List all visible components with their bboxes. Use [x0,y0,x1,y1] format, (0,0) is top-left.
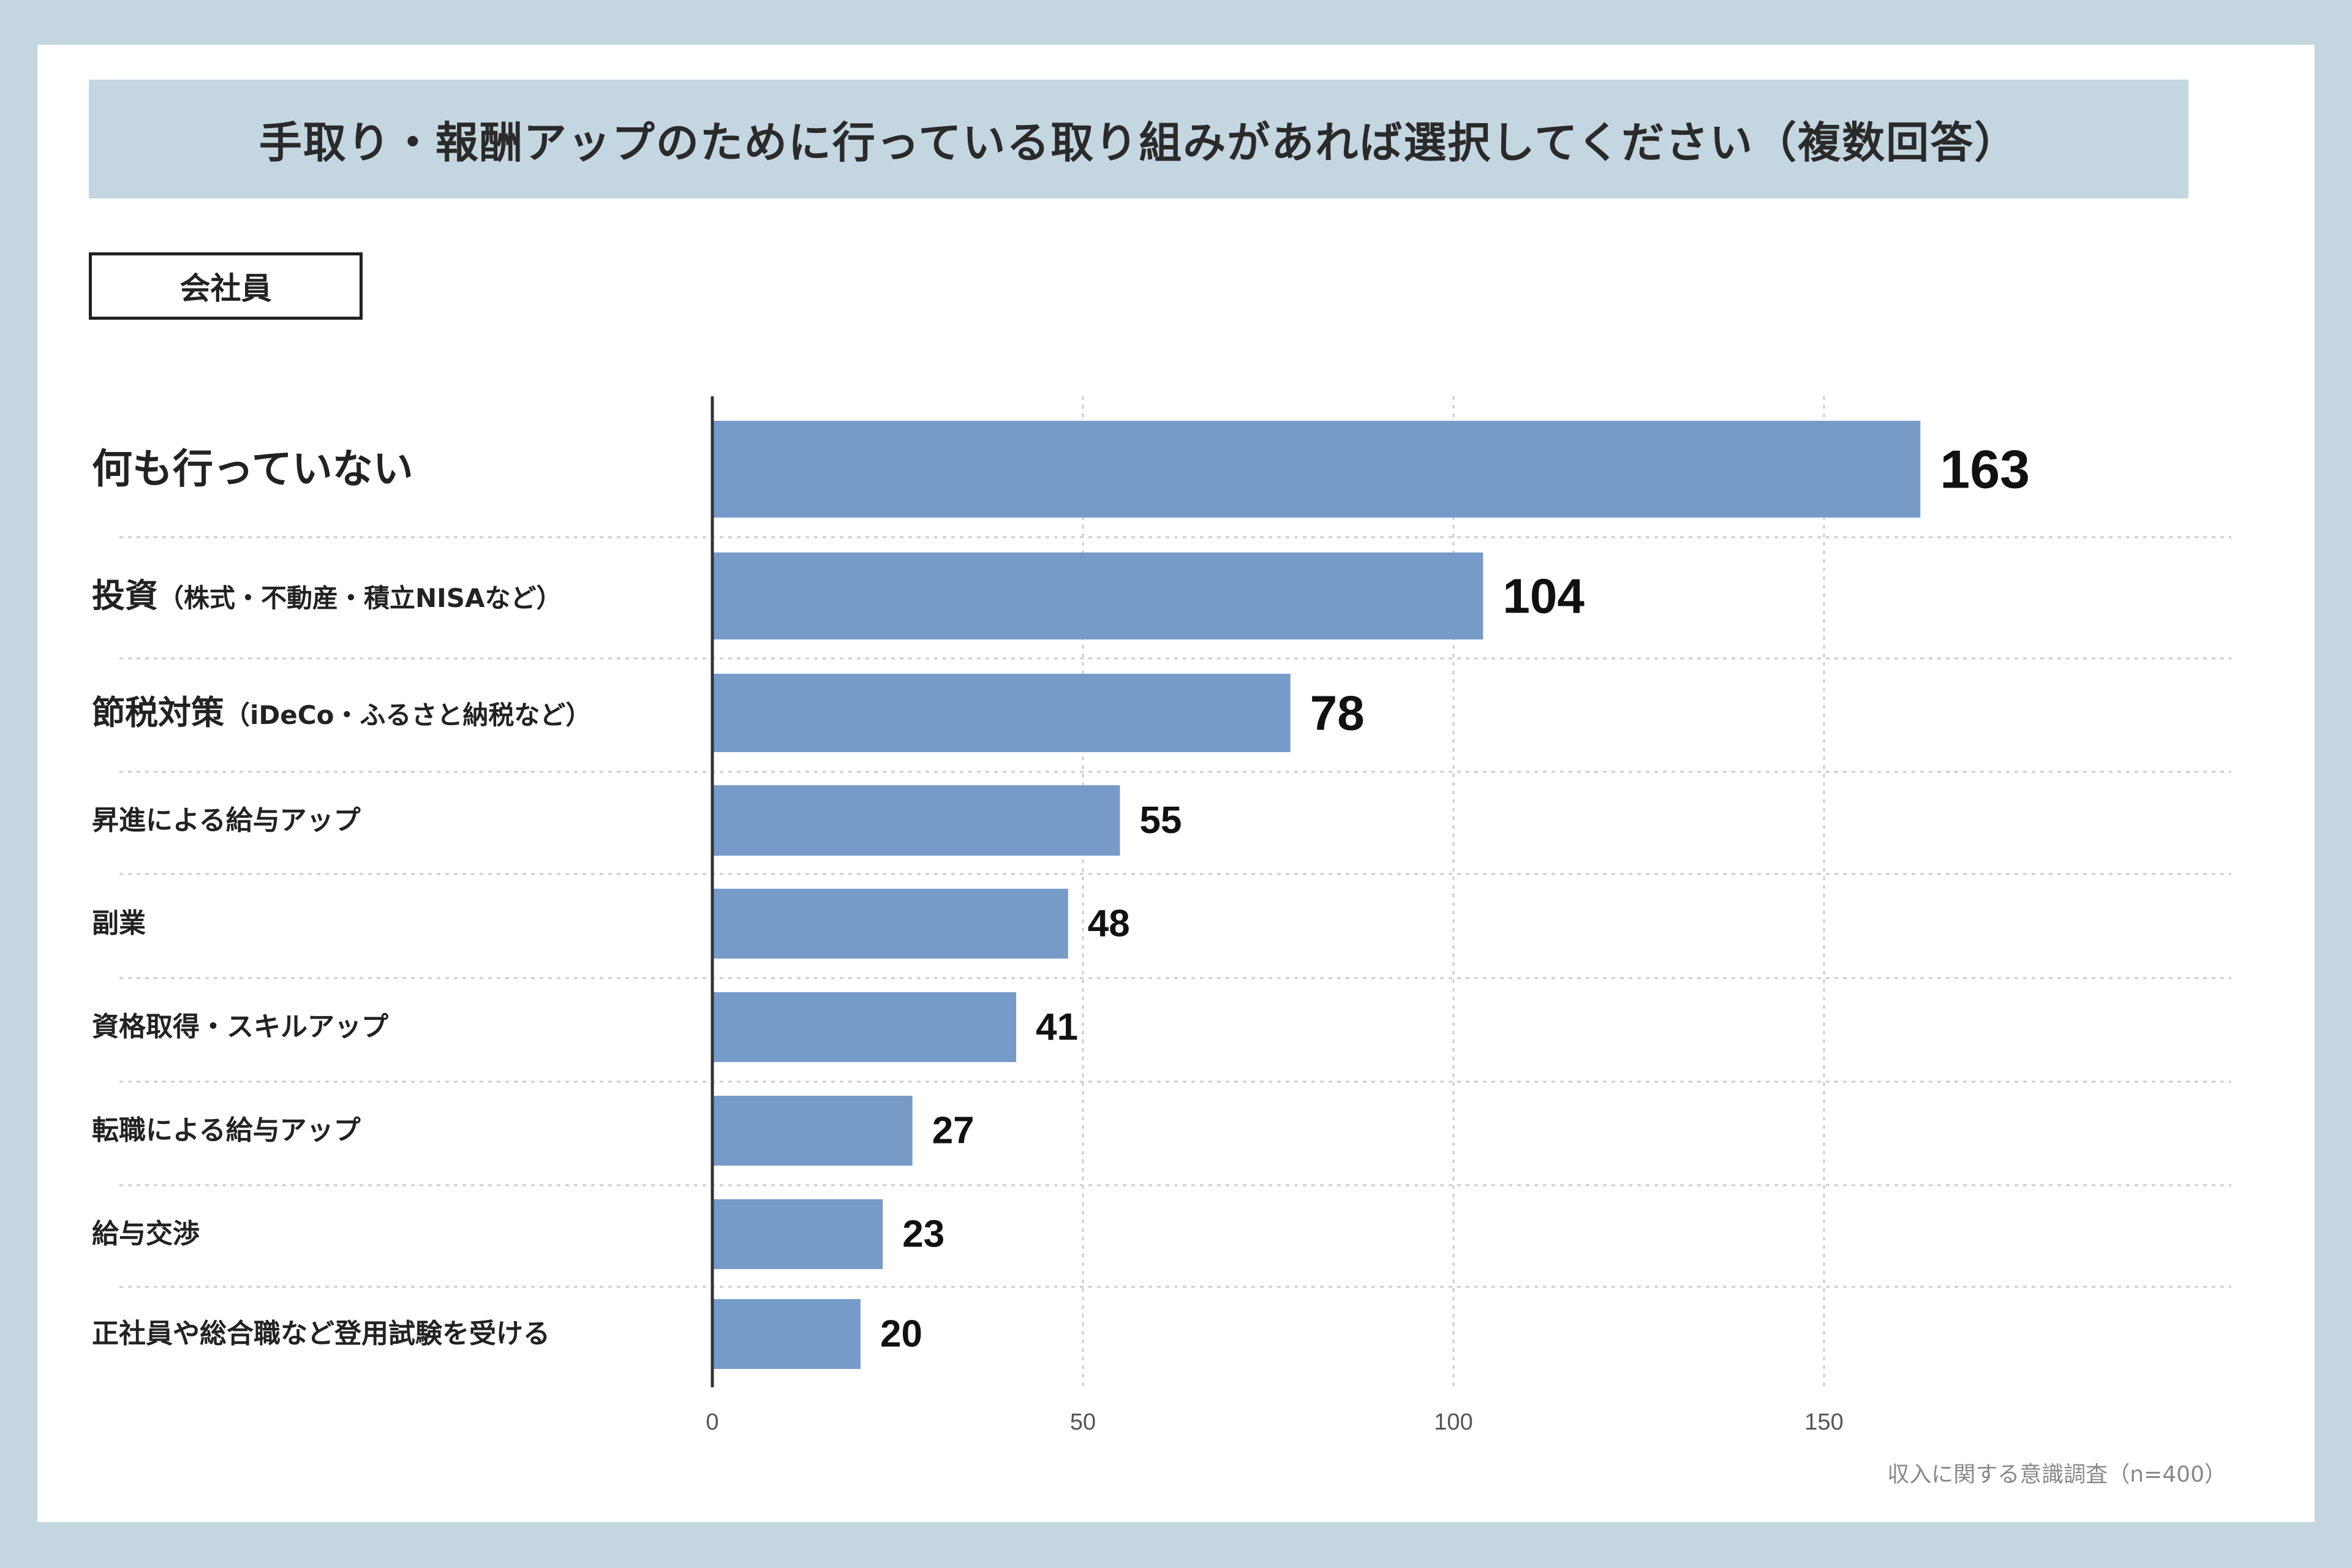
bar-9 [712,1299,861,1369]
data-label: 55 [1140,799,1182,842]
category-label-main: 転職による給与アップ [92,1115,361,1146]
source-note: 収入に関する意識調査（n=400） [1887,1462,2226,1487]
category-label: 副業 [92,910,146,937]
category-label: 正社員や総合職など登用試験を受ける [92,1321,550,1348]
category-label-main: 何も行っていない [92,445,413,492]
category-label-sub: （iDeCo・ふるさと納税など） [224,700,592,730]
category-label: 投資（株式・不動産・積立NISAなど） [92,579,562,612]
x-tick-label: 150 [1804,1409,1843,1435]
data-label: 78 [1310,686,1365,741]
bar-1 [712,421,1921,518]
chart-title: 手取り・報酬アップのために行っている取り組みがあれば選択してください（複数回答） [89,80,2188,198]
category-label: 節税対策（iDeCo・ふるさと納税など） [92,696,591,729]
x-tick-label: 50 [1070,1409,1096,1435]
data-label: 48 [1088,903,1130,945]
category-label-main: 副業 [92,908,146,939]
category-label: 資格取得・スキルアップ [92,1014,388,1041]
bar-7 [712,1096,913,1166]
group-label: 会社員 [89,252,363,320]
x-tick-label: 100 [1434,1409,1472,1435]
chart-card [37,45,2315,1522]
data-label: 104 [1502,569,1585,624]
bar-2 [712,552,1483,639]
category-label: 給与交渉 [92,1221,200,1248]
category-label-main: 給与交渉 [92,1218,200,1250]
bar-8 [712,1199,883,1269]
data-label: 20 [880,1313,922,1355]
bar-6 [712,992,1017,1062]
bar-5 [712,889,1068,959]
category-label-main: 投資 [92,576,158,615]
data-label: 23 [902,1213,944,1256]
category-label-main: 資格取得・スキルアップ [92,1011,388,1042]
category-label-main: 正社員や総合職など登用試験を受ける [92,1318,550,1349]
category-label-main: 節税対策 [92,693,224,732]
data-label: 27 [932,1110,974,1152]
category-label: 昇進による給与アップ [92,807,361,834]
category-label: 何も行っていない [92,449,413,489]
category-label-sub: （株式・不動産・積立NISAなど） [158,583,562,613]
bar-3 [712,674,1291,752]
category-label-main: 昇進による給与アップ [92,804,361,836]
category-label: 転職による給与アップ [92,1117,361,1144]
bar-4 [712,785,1120,856]
data-label: 41 [1036,1006,1078,1049]
data-label: 163 [1940,439,2030,500]
x-tick-label: 0 [706,1409,718,1435]
